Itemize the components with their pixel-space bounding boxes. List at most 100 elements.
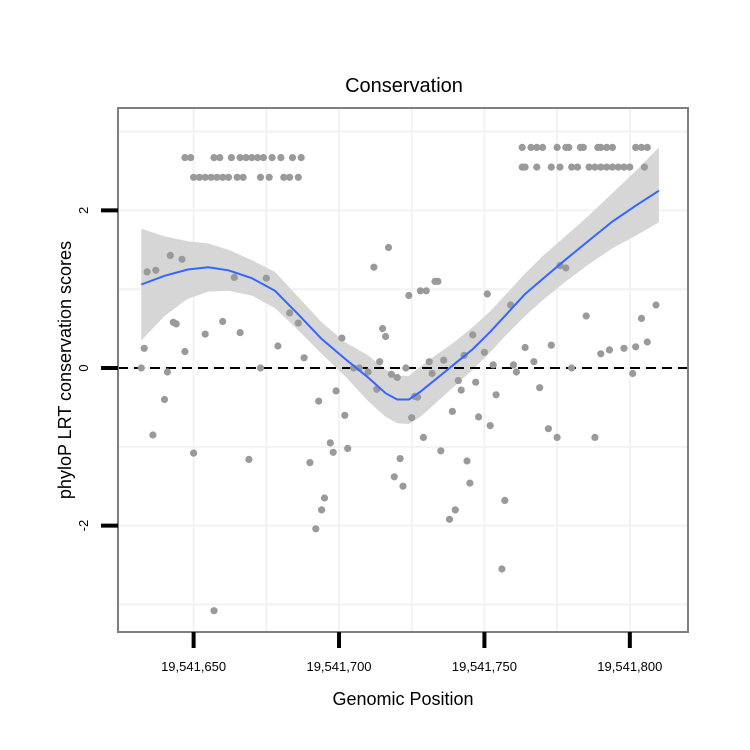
confidence-band (141, 147, 659, 424)
data-point (227, 154, 235, 162)
data-point (210, 154, 218, 162)
data-point (483, 290, 491, 298)
data-point (608, 143, 617, 151)
data-point (454, 377, 462, 385)
data-point (480, 348, 488, 356)
data-point (195, 173, 203, 181)
data-point (402, 364, 410, 372)
data-point (492, 391, 500, 399)
data-point (315, 397, 323, 405)
data-point (137, 364, 145, 372)
data-point (486, 422, 494, 430)
data-point (160, 395, 169, 404)
data-point (553, 143, 561, 151)
data-point (286, 173, 294, 181)
data-point (591, 163, 599, 171)
data-point (591, 433, 599, 441)
data-point (236, 329, 244, 337)
y-axis-label: phyloP LRT conservation scores (55, 241, 75, 499)
data-point (277, 154, 285, 162)
data-point (341, 411, 349, 419)
y-axis: -2 0 2 (76, 207, 118, 532)
data-point (632, 343, 640, 351)
x-tick-label: 19,541,700 (306, 659, 371, 674)
data-point (332, 387, 340, 395)
data-point (399, 482, 407, 490)
data-point (597, 143, 605, 151)
data-point (544, 425, 553, 433)
data-point (259, 154, 267, 162)
data-point (582, 312, 590, 320)
data-point (434, 277, 442, 285)
data-point (370, 263, 378, 271)
data-point (640, 163, 649, 171)
data-point (236, 154, 244, 162)
data-point (527, 143, 535, 151)
data-point (405, 291, 413, 300)
data-point (568, 163, 576, 171)
data-point (512, 368, 521, 376)
x-tick-label: 19,541,650 (161, 659, 226, 674)
data-point (294, 173, 302, 181)
data-point (643, 143, 651, 151)
data-point (216, 154, 224, 162)
data-point (547, 163, 555, 171)
data-point (329, 448, 337, 456)
data-point (643, 338, 651, 346)
data-point (239, 173, 247, 181)
data-point (338, 334, 346, 342)
data-point (376, 358, 384, 366)
data-point (230, 273, 238, 281)
data-point (518, 143, 526, 151)
data-point (536, 384, 544, 392)
data-point (201, 330, 209, 338)
data-point (187, 154, 195, 162)
y-tick-label: -2 (76, 520, 91, 532)
data-point (242, 154, 250, 162)
data-point (605, 346, 614, 354)
data-point (286, 309, 294, 317)
data-point (451, 506, 459, 514)
data-point (547, 341, 555, 349)
data-point (219, 173, 227, 181)
data-point (268, 154, 276, 162)
data-point (149, 431, 157, 439)
data-point (533, 143, 541, 151)
data-point (201, 173, 209, 181)
data-point (396, 455, 404, 463)
data-point (274, 342, 282, 350)
data-point (597, 350, 605, 358)
data-point (306, 459, 314, 467)
data-point (603, 163, 611, 171)
data-point (300, 354, 308, 362)
data-points (137, 143, 660, 615)
data-point (190, 173, 198, 181)
data-point (585, 163, 593, 171)
smooth-trend-line (140, 189, 660, 401)
data-point (579, 143, 587, 151)
data-point (521, 343, 529, 352)
data-point (489, 361, 497, 369)
data-point (379, 325, 387, 333)
data-point (190, 449, 198, 457)
data-point (457, 386, 465, 394)
data-point (207, 173, 215, 181)
data-point (603, 143, 611, 151)
data-point (143, 268, 151, 276)
data-point (416, 287, 424, 295)
data-point (233, 173, 241, 181)
data-point (256, 364, 265, 372)
data-point (210, 607, 218, 615)
data-point (280, 173, 288, 181)
data-point (166, 251, 174, 259)
data-point (469, 331, 477, 339)
data-point (556, 163, 564, 171)
data-point (254, 154, 262, 162)
x-tick-label: 19,541,750 (452, 659, 517, 674)
data-point (637, 143, 646, 151)
data-point (262, 274, 270, 282)
data-point (245, 455, 253, 463)
data-point (620, 344, 628, 352)
data-point (475, 413, 483, 421)
